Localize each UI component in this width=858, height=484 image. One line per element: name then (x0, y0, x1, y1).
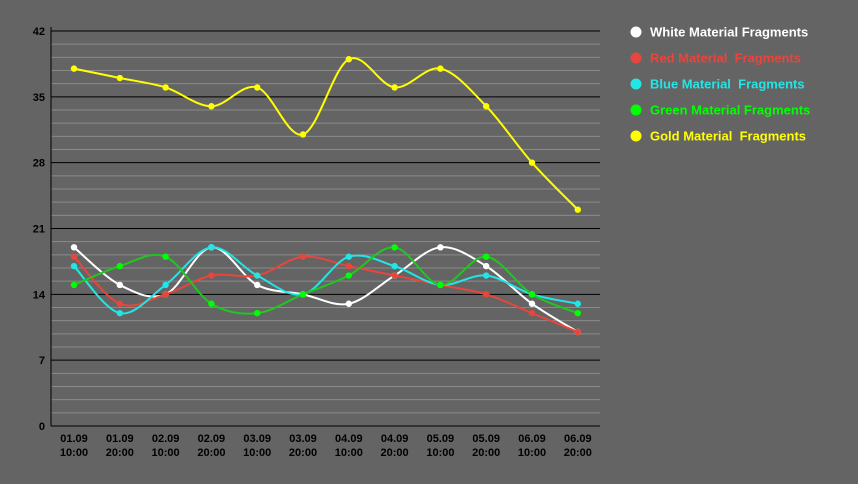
data-point (116, 74, 124, 82)
x-tick-label: 01.09 20:00 (106, 433, 134, 459)
data-point (483, 291, 490, 298)
legend: White Material Fragments Red Material Fra… (630, 25, 810, 144)
x-tick-label: 03.09 20:00 (289, 433, 317, 459)
data-point (70, 253, 78, 260)
series-line (73, 57, 579, 211)
data-point (299, 253, 307, 260)
x-tick-label: 01.09 10:00 (60, 433, 88, 459)
data-point (574, 309, 581, 317)
legend-marker (630, 130, 642, 142)
data-point (70, 281, 78, 289)
series-line (73, 246, 579, 315)
y-tick-label: 28 (33, 158, 45, 170)
data-point (437, 65, 444, 72)
x-tick-label: 05.09 10:00 (426, 433, 454, 459)
data-point (299, 131, 307, 138)
data-point (437, 281, 444, 289)
data-point (345, 253, 352, 260)
y-tick-label: 14 (33, 289, 46, 301)
data-point (70, 262, 78, 270)
legend-item: Red Material Fragments (630, 51, 801, 66)
legend-label: Green Material Fragments (650, 103, 810, 118)
legend-label: White Material Fragments (650, 25, 808, 40)
legend-marker (630, 26, 642, 38)
series-group (70, 244, 581, 336)
data-point (345, 262, 352, 270)
x-tick-label: 06.09 10:00 (518, 433, 546, 459)
data-point (254, 281, 261, 289)
y-tick-label: 0 (39, 421, 45, 433)
x-axis-ticks: 01.09 10:00 01.09 20:00 02.09 10:00 02.09 20:00… (60, 433, 592, 459)
series-group (70, 244, 581, 317)
grid-lines (51, 30, 600, 414)
data-point (345, 300, 352, 307)
data-point (528, 309, 536, 317)
data-point (162, 253, 169, 260)
data-point (254, 272, 261, 279)
data-point (254, 309, 261, 317)
data-point (528, 159, 536, 166)
data-point (483, 253, 490, 260)
x-tick-label: 06.09 20:00 (564, 433, 592, 459)
legend-item: White Material Fragments (630, 25, 808, 40)
x-tick-label: 04.09 10:00 (335, 433, 363, 459)
data-point (483, 272, 490, 279)
legend-marker (630, 78, 642, 90)
y-tick-label: 21 (33, 224, 45, 236)
data-point (208, 300, 215, 307)
legend-label: Blue Material Fragments (650, 77, 805, 92)
data-point (70, 65, 78, 72)
legend-item: Gold Material Fragments (630, 129, 806, 144)
series-group (70, 56, 581, 213)
data-point (574, 328, 581, 336)
data-point (574, 206, 581, 213)
data-point (391, 262, 398, 270)
data-point (116, 300, 124, 307)
x-tick-label: 05.09 20:00 (472, 433, 500, 459)
x-tick-label: 04.09 20:00 (381, 433, 409, 459)
legend-label: Red Material Fragments (650, 51, 801, 66)
data-point (116, 281, 124, 289)
data-point (574, 300, 581, 307)
y-tick-label: 42 (33, 26, 45, 38)
data-point (345, 56, 352, 63)
data-point (162, 84, 169, 91)
x-tick-label: 02.09 20:00 (197, 433, 225, 459)
data-point (208, 244, 215, 251)
data-point (162, 281, 169, 289)
axes (50, 27, 600, 427)
y-tick-label: 7 (39, 355, 45, 367)
legend-label: Gold Material Fragments (650, 129, 806, 144)
data-point (483, 103, 490, 110)
x-tick-label: 02.09 10:00 (152, 433, 180, 459)
data-point (345, 272, 352, 279)
data-point (70, 244, 78, 251)
legend-item: Green Material Fragments (630, 103, 810, 118)
data-point (528, 300, 536, 307)
data-point (483, 262, 490, 270)
legend-item: Blue Material Fragments (630, 77, 805, 92)
data-point (391, 244, 398, 251)
data-point (208, 103, 215, 110)
y-axis-ticks: 0 7 14 21 28 35 42 (33, 26, 46, 433)
data-point (437, 244, 444, 251)
data-point (116, 309, 124, 317)
series (70, 56, 581, 336)
data-point (254, 84, 261, 91)
legend-marker (630, 104, 642, 116)
data-point (391, 84, 398, 91)
data-point (299, 291, 307, 298)
data-point (162, 291, 169, 298)
data-point (116, 262, 124, 270)
x-tick-label: 03.09 10:00 (243, 433, 271, 459)
y-tick-label: 35 (33, 92, 45, 104)
data-point (208, 272, 215, 279)
data-point (528, 291, 536, 298)
legend-marker (630, 52, 642, 64)
data-point (391, 272, 398, 279)
